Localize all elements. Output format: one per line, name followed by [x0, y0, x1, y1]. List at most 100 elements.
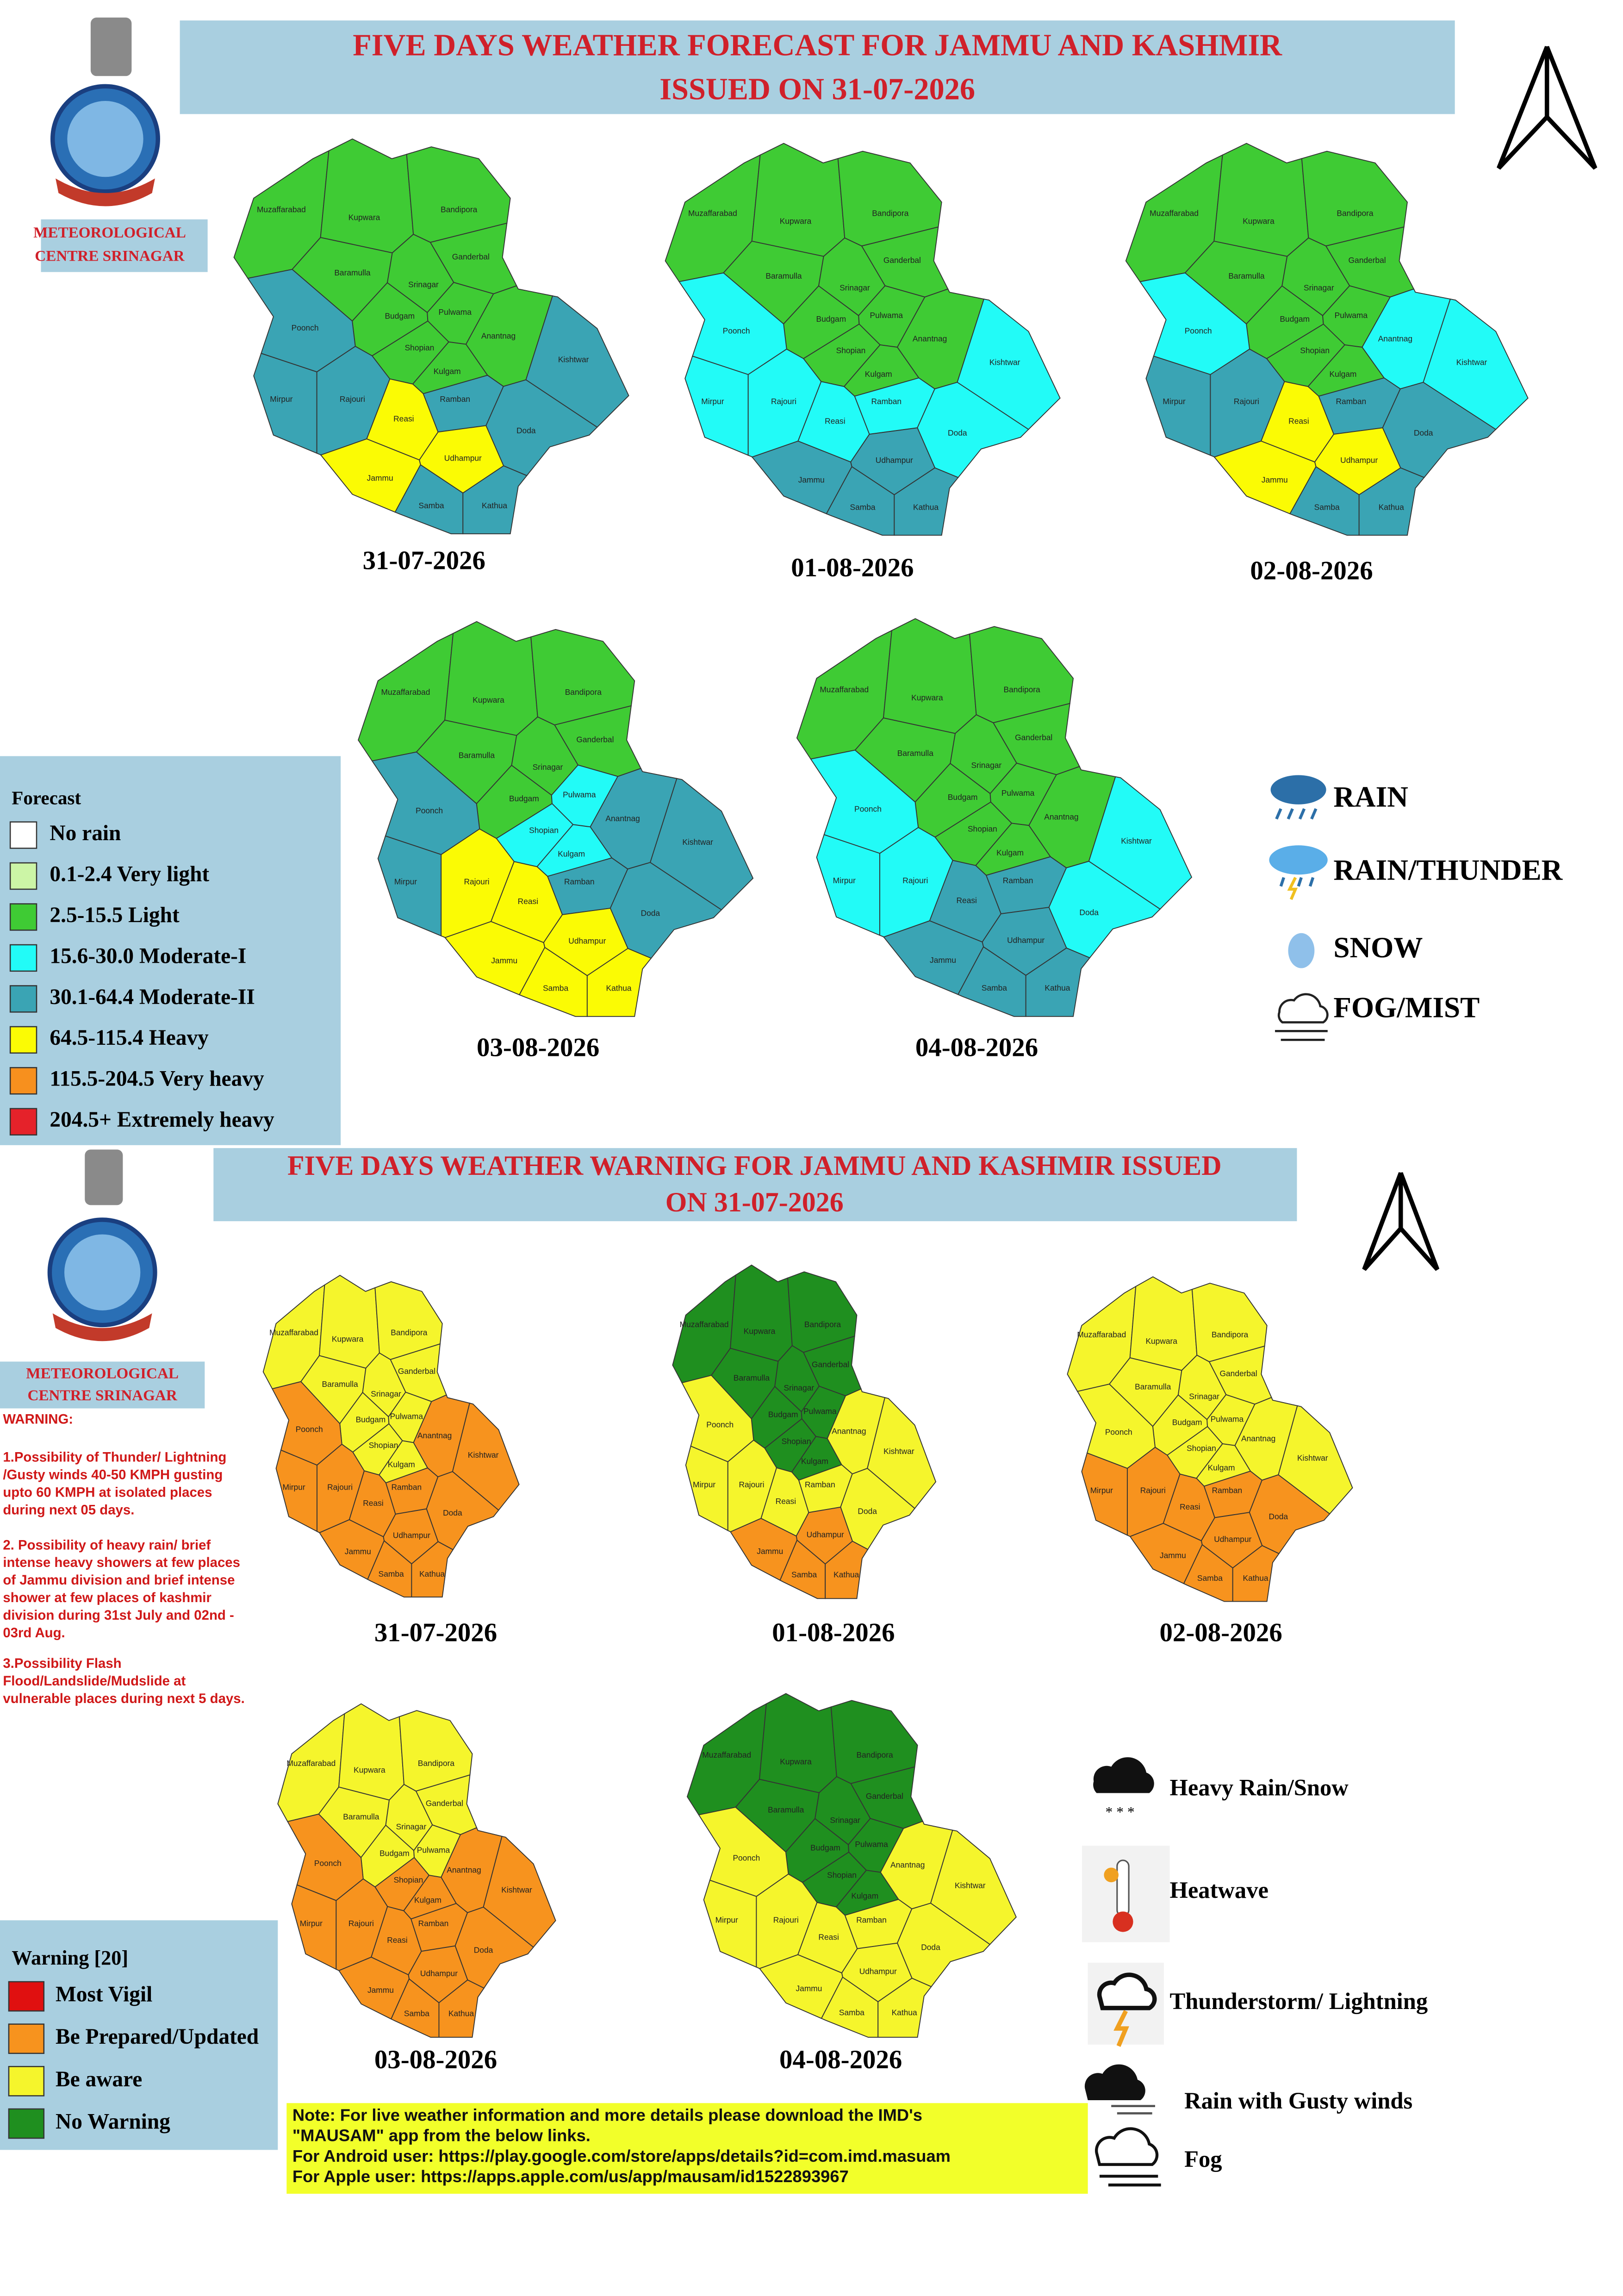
district-label: Shopian	[529, 825, 559, 835]
title: ON 31-07-2026	[665, 1187, 844, 1217]
district-label: Kulgam	[1330, 369, 1357, 379]
district-label: Bandipora	[857, 1750, 893, 1759]
district-label: Shopian	[836, 346, 866, 355]
district-label: Mirpur	[282, 1482, 305, 1491]
district-map: Muzaffarabad Kupwara Bandipora Baramulla Gan…	[1067, 1276, 1353, 1647]
legend: Most Vigil Be Prepared/Updated Be aware No …	[8, 1981, 259, 2139]
district-area	[825, 1541, 869, 1599]
district-label: Kulgam	[558, 849, 585, 859]
district-label: Jammu	[345, 1547, 371, 1556]
district-label: Budgam	[816, 314, 846, 324]
district-label: Jammu	[1262, 475, 1288, 484]
district-label: Rajouri	[1140, 1486, 1166, 1495]
symbol-label: Heavy Rain/Snow	[1170, 1775, 1349, 1801]
district-label: Kathua	[482, 501, 507, 510]
note-line: Note: For live weather information and m…	[292, 2105, 922, 2124]
district-label: Baramulla	[734, 1373, 770, 1382]
district-label: Kishtwar	[1297, 1454, 1328, 1463]
district-label: Kishtwar	[1456, 357, 1487, 367]
district-label: Baramulla	[322, 1379, 358, 1389]
district-label: Mirpur	[300, 1919, 323, 1928]
district-label: Poonch	[1185, 326, 1212, 336]
district-label: Doda	[1414, 428, 1433, 437]
legend-swatch	[9, 1108, 37, 1136]
district-label: Kishtwar	[558, 355, 589, 364]
district-label: Udhampur	[859, 1967, 897, 1976]
district-label: Baramulla	[1135, 1382, 1171, 1391]
district-label: Bandipora	[1212, 1330, 1248, 1339]
district-label: Muzaffarabad	[1077, 1330, 1126, 1339]
district-area	[1129, 1276, 1198, 1371]
district-label: Doda	[443, 1508, 462, 1517]
district-label: Anantnag	[605, 814, 640, 823]
district-label: Baramulla	[768, 1805, 804, 1815]
district-label: Kupwara	[1145, 1336, 1177, 1346]
office-name: CENTRE SRINAGAR	[35, 248, 185, 265]
warning-heading: WARNING:	[3, 1412, 73, 1427]
district-label: Baramulla	[765, 271, 802, 281]
title: ISSUED ON 31-07-2026	[659, 72, 975, 106]
symbol-label: SNOW	[1333, 931, 1423, 964]
district-label: Kathua	[892, 2008, 917, 2017]
map-date: 02-08-2026	[1159, 1618, 1282, 1647]
district-label: Samba	[404, 2009, 429, 2018]
district-label: Budgam	[509, 794, 539, 803]
legend-swatch	[8, 2023, 45, 2054]
district-label: Poonch	[706, 1420, 734, 1429]
district-label: Kulgam	[996, 848, 1024, 857]
district-label: Srinagar	[839, 283, 870, 293]
district-area	[411, 1541, 454, 1598]
district-label: Rajouri	[464, 877, 489, 886]
district-label: Ramban	[1003, 876, 1033, 885]
district-label: Kishtwar	[682, 837, 713, 847]
district-label: Pulwama	[1335, 311, 1368, 320]
district-label: Bandipora	[872, 209, 908, 218]
district-label: Poonch	[416, 806, 443, 815]
district-label: Kulgam	[434, 367, 461, 376]
map-date: 01-08-2026	[772, 1618, 895, 1647]
district-label: Kathua	[419, 1569, 445, 1578]
symbol-label: Fog	[1184, 2146, 1222, 2172]
district-label: Anantnag	[1044, 812, 1078, 822]
legend-swatch	[9, 862, 37, 890]
district-label: Kupwara	[354, 1765, 386, 1774]
district-label: Anantnag	[417, 1431, 452, 1440]
district-label: Udhampur	[807, 1530, 844, 1539]
district-label: Doda	[641, 909, 660, 918]
district-label: Reasi	[825, 416, 845, 425]
district-area	[438, 1979, 485, 2038]
district-label: Shopian	[782, 1436, 811, 1446]
district-label: Rajouri	[348, 1919, 374, 1928]
office-name: CENTRE SRINAGAR	[28, 1387, 178, 1404]
district-label: Pulwama	[855, 1840, 888, 1849]
district-label: Reasi	[387, 1935, 407, 1945]
district-label: Srinagar	[533, 762, 563, 772]
district-label: Budgam	[385, 312, 415, 321]
warning-text: 1.Possibility of Thunder/ Lightning/Gust…	[3, 1450, 244, 1706]
district-label: Muzaffarabad	[381, 687, 430, 697]
district-label: Samba	[379, 1569, 404, 1578]
district-label: Kupwara	[780, 1757, 812, 1766]
district-label: Doda	[1079, 908, 1099, 917]
district-label: Shopian	[394, 1875, 423, 1884]
district-label: Kupwara	[332, 1335, 364, 1344]
legend-title: Forecast	[12, 787, 81, 809]
legend-label: 30.1-64.4 Moderate-II	[50, 985, 255, 1009]
district-label: Anantnag	[890, 1860, 925, 1869]
district-label: Baramulla	[334, 268, 370, 277]
district-label: Mirpur	[1163, 397, 1185, 406]
district-label: Kupwara	[780, 217, 812, 226]
district-map: Muzaffarabad Kupwara Bandipora Baramulla Gan…	[665, 143, 1061, 582]
district-label: Kathua	[448, 2009, 474, 2018]
district-label: Kulgam	[851, 1891, 878, 1900]
district-label: Ganderbal	[866, 1791, 903, 1801]
legend-label: No rain	[50, 821, 121, 845]
district-label: Pulwama	[870, 311, 903, 320]
district-label: Shopian	[369, 1441, 398, 1450]
district-label: Reasi	[1180, 1502, 1200, 1511]
district-label: Reasi	[818, 1932, 839, 1941]
district-label: Samba	[982, 983, 1007, 992]
district-label: Mirpur	[394, 877, 417, 886]
district-area	[1232, 1545, 1280, 1602]
district-label: Muzaffarabad	[702, 1750, 751, 1759]
